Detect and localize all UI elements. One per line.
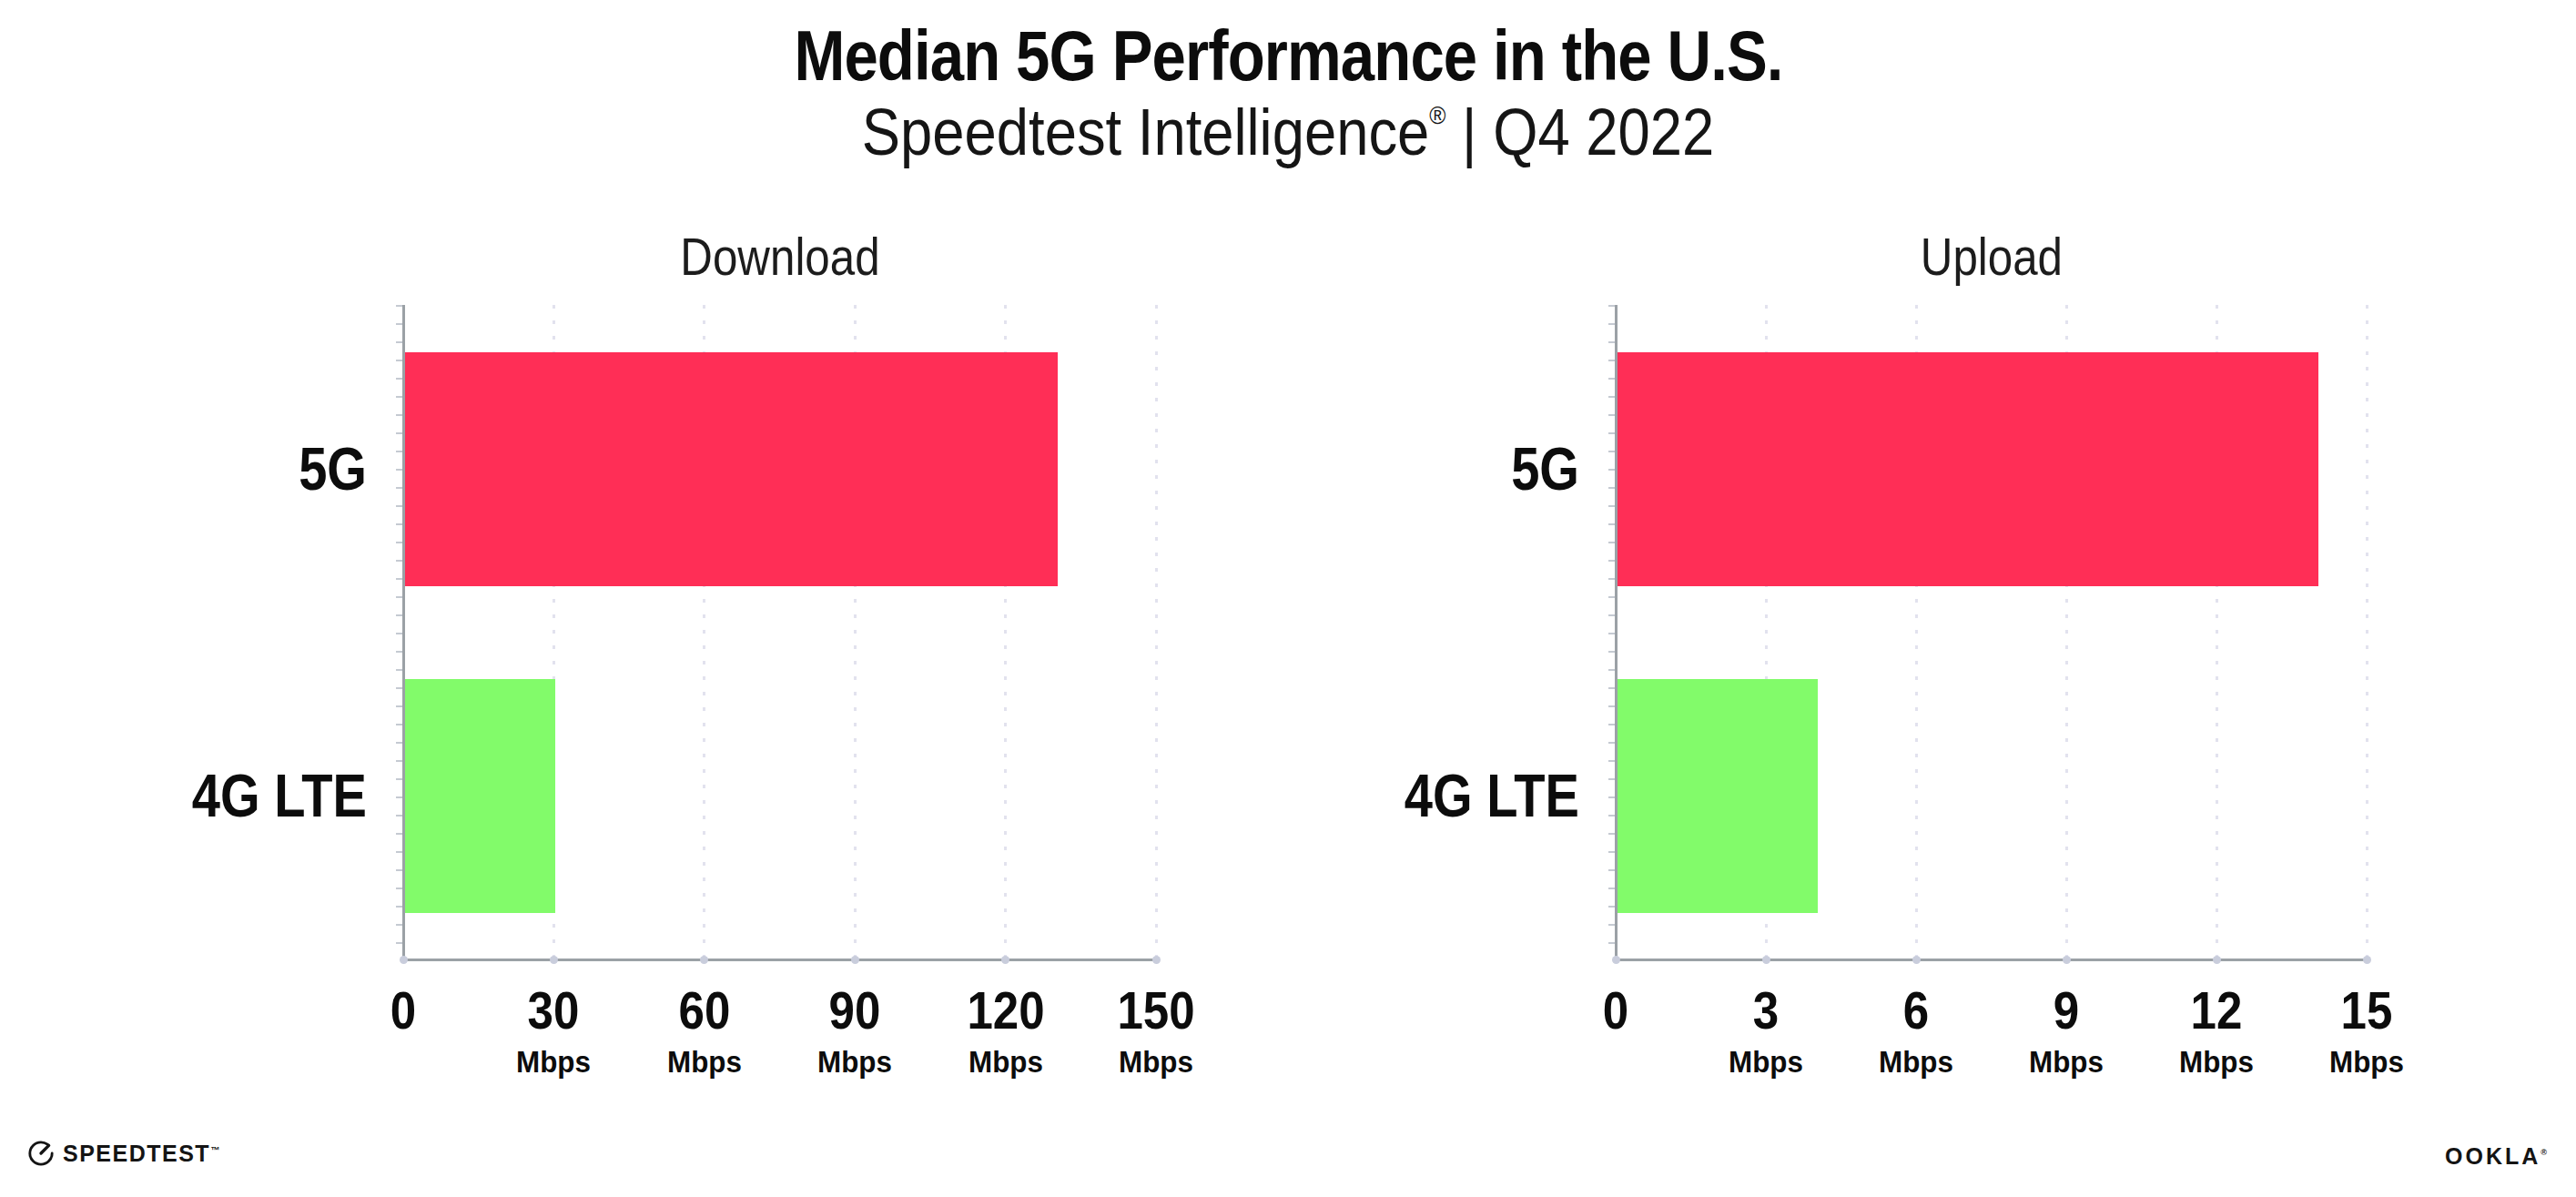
page-title-text: Median 5G Performance in the U.S. — [794, 15, 1782, 97]
ookla-logo: OOKLA® — [2445, 1143, 2547, 1170]
axis-tick-dot-upload-12 — [2213, 956, 2221, 964]
category-label-download-4g-lte: 4G LTE — [0, 754, 367, 837]
x-tick-unit-download-60: Mbps — [618, 1045, 791, 1080]
gridline-upload-15 — [2366, 305, 2368, 959]
category-label-upload-4g-lte: 4G LTE — [1177, 754, 1579, 837]
x-tick-unit-upload-15: Mbps — [2280, 1045, 2453, 1080]
subtitle-separator: | — [1445, 96, 1493, 168]
bar-4g-lte-download — [405, 679, 555, 913]
axis-tick-dot-upload-3 — [1762, 956, 1770, 964]
x-tick-label-upload-6: 6 — [1836, 979, 1996, 1040]
axis-tick-dot-upload-0 — [1612, 956, 1620, 964]
axis-tick-dot-download-90 — [851, 956, 859, 964]
speedtest-wordmark: SPEEDTEST™ — [63, 1141, 219, 1167]
x-tick-unit-upload-6: Mbps — [1830, 1045, 2003, 1080]
subtitle-period: Q4 2022 — [1493, 96, 1714, 168]
x-tick-unit-upload-12: Mbps — [2130, 1045, 2303, 1080]
x-tick-label-upload-3: 3 — [1686, 979, 1846, 1040]
chart-title-text: Download — [680, 226, 879, 287]
x-tick-label-download-150: 150 — [1076, 979, 1236, 1040]
x-axis-upload — [1616, 959, 2368, 961]
x-tick-label-upload-12: 12 — [2136, 979, 2297, 1040]
chart-title-upload: Upload — [1719, 226, 2265, 287]
subtitle-brand: Speedtest Intelligence — [862, 96, 1429, 168]
bar-5g-upload — [1618, 352, 2318, 586]
x-tick-label-upload-9: 9 — [1986, 979, 2146, 1040]
speedtest-gauge-icon — [27, 1140, 55, 1167]
x-tick-unit-download-120: Mbps — [919, 1045, 1092, 1080]
x-tick-unit-download-90: Mbps — [768, 1045, 941, 1080]
x-tick-unit-upload-9: Mbps — [1980, 1045, 2153, 1080]
x-tick-label-download-30: 30 — [473, 979, 634, 1040]
page-title: Median 5G Performance in the U.S. — [0, 15, 2576, 97]
category-label-download-5g: 5G — [0, 427, 367, 511]
gridline-download-150 — [1155, 305, 1158, 959]
page-subtitle: Speedtest Intelligence® | Q4 2022 — [0, 95, 2576, 169]
chart-title-download: Download — [507, 226, 1053, 287]
axis-tick-dot-download-30 — [550, 956, 558, 964]
x-tick-unit-download-30: Mbps — [467, 1045, 640, 1080]
x-tick-label-download-60: 60 — [624, 979, 785, 1040]
bar-5g-download — [405, 352, 1058, 586]
x-tick-label-download-90: 90 — [775, 979, 935, 1040]
bar-4g-lte-upload — [1618, 679, 1818, 913]
x-axis-download — [403, 959, 1158, 961]
x-tick-label-download-0: 0 — [323, 979, 483, 1040]
chart-canvas: Median 5G Performance in the U.S. Speedt… — [0, 0, 2576, 1197]
speedtest-logo: SPEEDTEST™ — [27, 1140, 219, 1167]
ookla-wordmark: OOKLA® — [2445, 1143, 2547, 1170]
category-label-upload-5g: 5G — [1177, 427, 1579, 511]
registered-mark-icon: ® — [2541, 1148, 2547, 1157]
axis-tick-dot-download-120 — [1001, 956, 1009, 964]
y-axis-minor-ticks-upload — [1608, 305, 1615, 959]
x-tick-unit-upload-3: Mbps — [1679, 1045, 1852, 1080]
chart-title-text: Upload — [1920, 226, 2062, 287]
registered-mark-icon: ® — [1429, 101, 1445, 129]
axis-tick-dot-download-60 — [700, 956, 708, 964]
trademark-icon: ™ — [210, 1145, 219, 1155]
y-axis-minor-ticks-download — [396, 305, 402, 959]
axis-tick-dot-download-0 — [400, 956, 408, 964]
x-tick-unit-download-150: Mbps — [1070, 1045, 1242, 1080]
x-tick-label-download-120: 120 — [926, 979, 1086, 1040]
axis-tick-dot-upload-9 — [2063, 956, 2071, 964]
axis-tick-dot-upload-15 — [2363, 956, 2371, 964]
axis-tick-dot-upload-6 — [1912, 956, 1921, 964]
x-tick-label-upload-0: 0 — [1536, 979, 1696, 1040]
x-tick-label-upload-15: 15 — [2287, 979, 2447, 1040]
axis-tick-dot-download-150 — [1152, 956, 1161, 964]
